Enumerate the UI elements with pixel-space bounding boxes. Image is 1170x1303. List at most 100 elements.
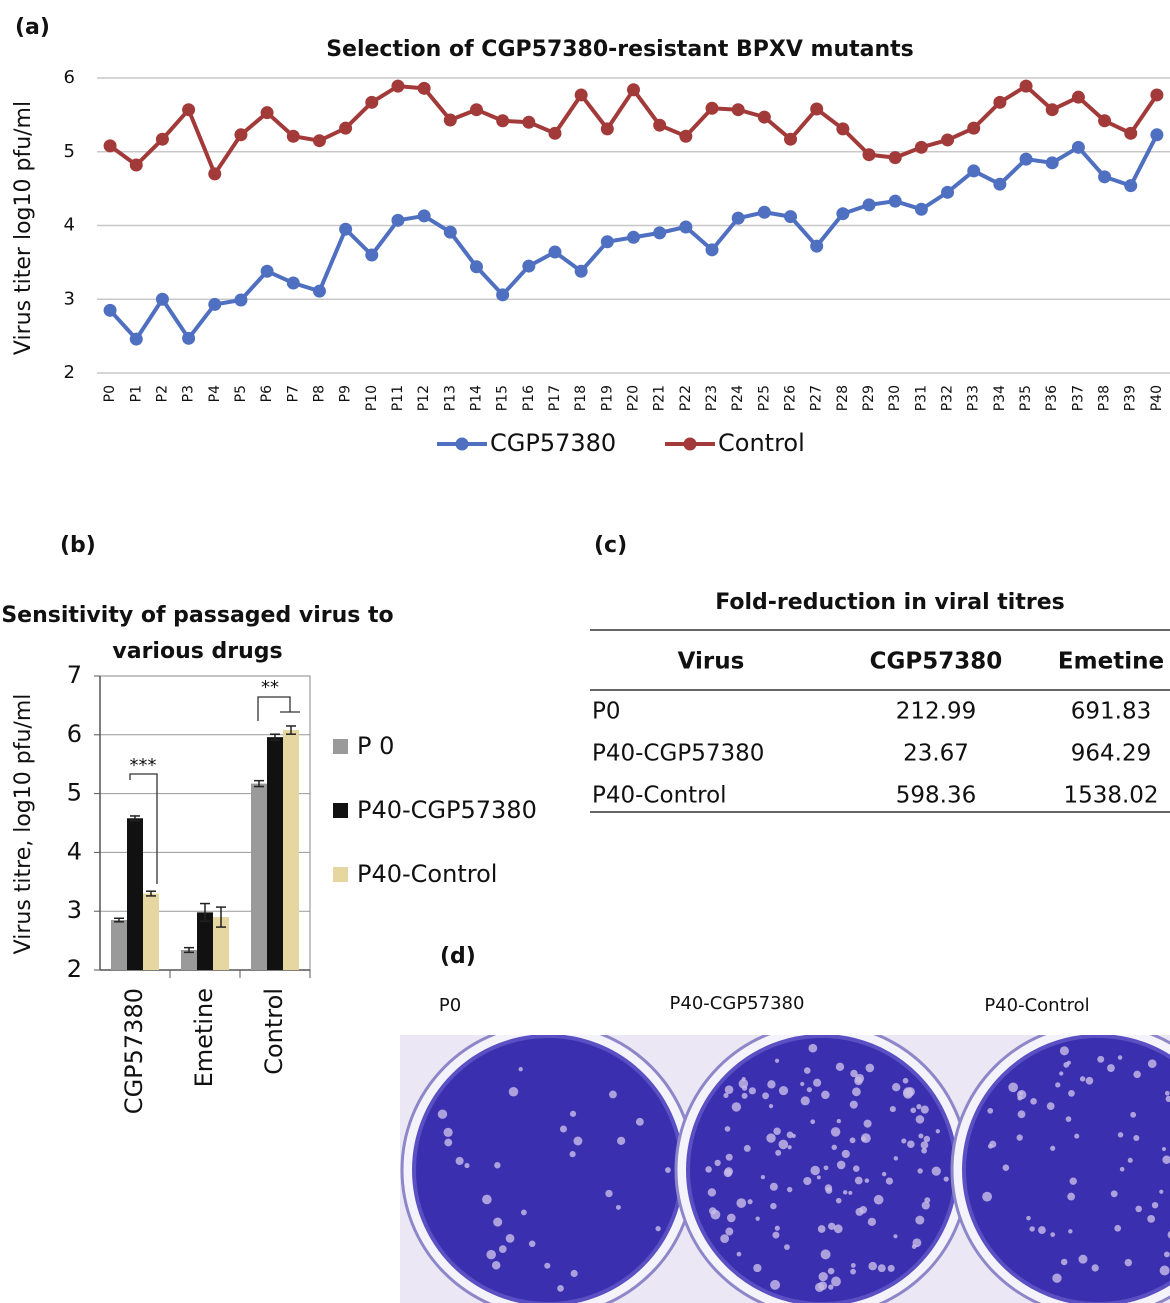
x-tick-label: Control: [260, 988, 288, 1075]
x-tick-label: P8: [311, 385, 327, 402]
plaque: [874, 1195, 884, 1205]
table-cell: 964.29: [1071, 741, 1151, 767]
point: [653, 119, 666, 132]
plaque: [521, 1210, 527, 1216]
point: [784, 210, 797, 223]
plaque: [605, 1190, 612, 1197]
x-tick-label: P25: [756, 385, 772, 411]
x-tick-label: P21: [652, 385, 668, 411]
plaque: [749, 1087, 756, 1094]
plaque: [1128, 1158, 1133, 1163]
plaque: [725, 1126, 731, 1132]
plaque: [810, 1119, 815, 1124]
plaque: [784, 1244, 790, 1250]
plaque: [720, 1234, 729, 1243]
plaque: [1055, 1082, 1060, 1087]
plaque: [918, 1133, 923, 1138]
point: [706, 102, 719, 115]
plaque: [865, 1178, 869, 1182]
x-tick-label: P28: [835, 385, 851, 411]
point: [1046, 156, 1059, 169]
x-tick-label: P34: [992, 385, 1008, 411]
plaque: [725, 1228, 733, 1236]
point: [836, 122, 849, 135]
x-tick-label: CGP57380: [120, 988, 148, 1114]
plaque: [779, 1086, 788, 1095]
plaque: [921, 1141, 929, 1149]
point: [287, 130, 300, 143]
plaque: [617, 1137, 625, 1145]
significance-bracket: [258, 697, 290, 721]
x-tick-label: P27: [809, 385, 825, 411]
x-tick-label: P37: [1070, 385, 1086, 411]
plaque: [1026, 1216, 1031, 1221]
plaque: [1118, 1055, 1123, 1060]
plate-photo: [400, 1024, 1170, 1303]
point: [444, 226, 457, 239]
plaque: [724, 1169, 732, 1177]
legend-marker: [456, 438, 469, 451]
plaque: [834, 1224, 843, 1233]
panel-label: (c): [594, 533, 627, 558]
plaque: [982, 1192, 992, 1202]
plaque: [813, 1079, 821, 1087]
bar: [127, 818, 143, 970]
plaque: [836, 1198, 842, 1204]
table-cell: 691.83: [1071, 699, 1151, 725]
plaque: [1133, 1135, 1139, 1141]
plaque: [705, 1166, 712, 1173]
x-tick-label: P36: [1044, 385, 1060, 411]
plaque: [1074, 1134, 1079, 1139]
plaque: [852, 1087, 861, 1096]
point: [182, 103, 195, 116]
plaque: [557, 1285, 564, 1292]
plaque: [836, 1063, 844, 1071]
point: [1072, 91, 1085, 104]
plaque: [886, 1177, 893, 1184]
x-tick-label: P3: [181, 385, 197, 402]
plaque: [1130, 1112, 1136, 1118]
plaque: [1019, 1091, 1023, 1095]
plaque: [842, 1150, 850, 1158]
point: [967, 164, 980, 177]
plaque: [560, 1125, 567, 1132]
point: [365, 249, 378, 262]
plaque: [792, 1134, 796, 1138]
plaque: [1067, 1193, 1075, 1201]
plaque: [868, 1218, 876, 1226]
plaque: [888, 1265, 895, 1272]
plaque: [772, 1232, 779, 1239]
plaque: [825, 1184, 832, 1191]
plaque: [725, 1085, 734, 1094]
point: [889, 151, 902, 164]
x-tick-label: P6: [259, 385, 275, 402]
plaque: [573, 1137, 582, 1146]
bar: [283, 730, 299, 970]
plaque: [913, 1238, 922, 1247]
point: [732, 103, 745, 116]
x-tick-label: P24: [730, 385, 746, 411]
plaque: [1038, 1226, 1046, 1234]
panel-label: (b): [60, 533, 96, 558]
plaque: [571, 1270, 578, 1277]
point: [522, 116, 535, 129]
plaque: [1160, 1266, 1170, 1276]
y-tick-label: 6: [64, 67, 75, 88]
point: [863, 148, 876, 161]
plaque: [936, 1129, 940, 1133]
x-tick-label: P19: [599, 385, 615, 411]
plaque: [1008, 1082, 1018, 1092]
point: [156, 293, 169, 306]
point: [601, 122, 614, 135]
plaque: [864, 1120, 872, 1128]
point: [1150, 88, 1163, 101]
y-tick-label: 5: [67, 779, 82, 807]
plaque: [808, 1044, 817, 1053]
point: [391, 214, 404, 227]
table-cell: 598.36: [896, 783, 976, 809]
point: [548, 246, 561, 259]
plaque: [665, 1167, 671, 1173]
plaque: [779, 1140, 789, 1150]
plaque: [818, 1225, 826, 1233]
point: [993, 178, 1006, 191]
